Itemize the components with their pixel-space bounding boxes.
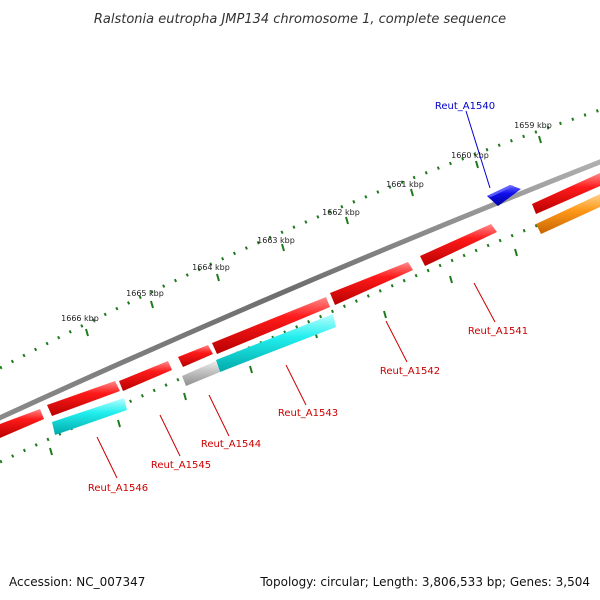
tick-label-1661: 1661 kbp: [386, 180, 424, 189]
map-title: Ralstonia eutropha JMP134 chromosome 1, …: [94, 12, 506, 27]
leader-a1543: [285, 364, 307, 406]
inner-tick-3: [449, 275, 453, 284]
gene-arrow-a1541[interactable]: [420, 224, 497, 266]
gene-arrow-a1540[interactable]: [487, 185, 521, 206]
inner-tick-9: [49, 447, 53, 456]
gene-label-a1541[interactable]: Reut_A1541: [468, 326, 528, 337]
tick-1666: [85, 328, 89, 337]
tick-label-1666: 1666 kbp: [61, 314, 99, 323]
gene-label-a1546[interactable]: Reut_A1546: [88, 483, 148, 494]
gene-labels: Reut_A1540 Reut_A1541 Reut_A1542 Reut_A1…: [88, 101, 528, 494]
tick-label-1664: 1664 kbp: [192, 263, 230, 272]
leader-a1544: [208, 394, 230, 437]
gene-arrow-cyan-a1543[interactable]: [216, 314, 336, 372]
gene-arrow-a1542[interactable]: [330, 262, 413, 305]
tick-label-1665: 1665 kbp: [126, 289, 164, 298]
inner-tick-7: [183, 392, 187, 401]
tick-label-1659: 1659 kbp: [514, 121, 552, 130]
accession-text: Accession: NC_007347: [9, 575, 145, 589]
forward-genes: [0, 173, 600, 438]
gene-label-a1542[interactable]: Reut_A1542: [380, 366, 440, 377]
tick-1665: [150, 300, 154, 309]
inner-tick-6: [249, 365, 253, 374]
gene-label-a1543[interactable]: Reut_A1543: [278, 408, 338, 419]
tick-label-1660: 1660 kbp: [451, 151, 489, 160]
tick-1663: [281, 243, 285, 252]
tick-1661: [410, 188, 414, 197]
gene-label-a1540[interactable]: Reut_A1540: [435, 101, 495, 112]
tick-1659: [538, 135, 542, 144]
gene-arrow-a1544-top[interactable]: [178, 345, 213, 367]
leader-a1540: [465, 110, 491, 189]
tick-1664: [216, 273, 220, 282]
gene-arrow-a1545-top[interactable]: [119, 361, 172, 391]
inner-tick-2: [514, 248, 518, 257]
gene-arrow-a1543-top[interactable]: [212, 297, 330, 354]
chromosome-backbone: [0, 159, 600, 421]
tick-label-1663: 1663 kbp: [257, 236, 295, 245]
reverse-genes: [52, 194, 600, 435]
leader-a1546: [96, 436, 118, 479]
gene-arrow-right-edge[interactable]: [532, 173, 600, 214]
tick-label-1662: 1662 kbp: [322, 208, 360, 217]
gene-arrow-a1546-top[interactable]: [47, 381, 120, 416]
leader-a1542: [385, 320, 408, 363]
gene-arrow-orange[interactable]: [536, 194, 600, 234]
gene-arrow-cyan-a1546[interactable]: [52, 398, 127, 435]
tick-labels: 1659 kbp 1660 kbp 1661 kbp 1662 kbp 1663…: [61, 121, 552, 323]
tick-1662: [345, 216, 349, 225]
tick-1660: [475, 160, 479, 169]
leader-a1541: [473, 282, 496, 323]
topology-text: Topology: circular; Length: 3,806,533 bp…: [259, 575, 590, 589]
inner-tick-4: [383, 310, 387, 319]
gene-arrow-gray-a1544[interactable]: [182, 361, 220, 386]
gene-label-a1545[interactable]: Reut_A1545: [151, 460, 211, 471]
gene-label-a1544[interactable]: Reut_A1544: [201, 439, 261, 450]
inner-tick-8: [117, 419, 121, 428]
leader-a1545: [159, 414, 181, 457]
gene-leaders: [96, 110, 496, 479]
gene-arrow-left-edge[interactable]: [0, 409, 44, 438]
